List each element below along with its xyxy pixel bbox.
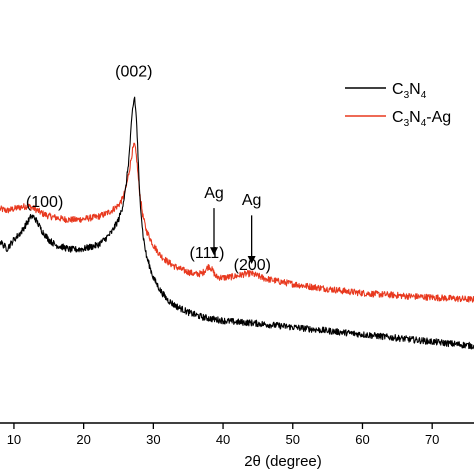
x-tick-label-60: 60 (355, 432, 369, 447)
x-tick-label-10: 10 (7, 432, 21, 447)
x-tick-label-70: 70 (425, 432, 439, 447)
series-line-c3n4 (0, 96, 474, 350)
legend-label-c3n4-ag: C3N4-Ag (392, 109, 451, 129)
x-tick-label-20: 20 (76, 432, 90, 447)
ag-label-0: Ag (204, 185, 224, 202)
x-axis-ticks: 10 20 30 40 50 60 70 (7, 423, 439, 447)
peak-label-1: (002) (115, 63, 152, 80)
x-tick-label-30: 30 (146, 432, 160, 447)
x-tick-label-40: 40 (216, 432, 230, 447)
series-group (0, 96, 474, 350)
ag-arrow-head-1 (247, 256, 256, 265)
ag-arrow-head-0 (209, 247, 218, 256)
peak-label-3: (200) (234, 257, 271, 274)
series-line-c3n4-ag (0, 142, 474, 303)
peak-label-2: (111) (190, 245, 225, 262)
peak-label-0: (100) (26, 194, 63, 211)
x-axis-label: 2θ (degree) (244, 453, 322, 470)
legend: C3N4 C3N4-Ag (345, 81, 451, 129)
ag-label-1: Ag (242, 192, 262, 209)
x-tick-label-50: 50 (286, 432, 300, 447)
legend-label-c3n4: C3N4 (392, 81, 427, 101)
annotations: (100) (002) (111) (200) Ag Ag (26, 63, 271, 273)
